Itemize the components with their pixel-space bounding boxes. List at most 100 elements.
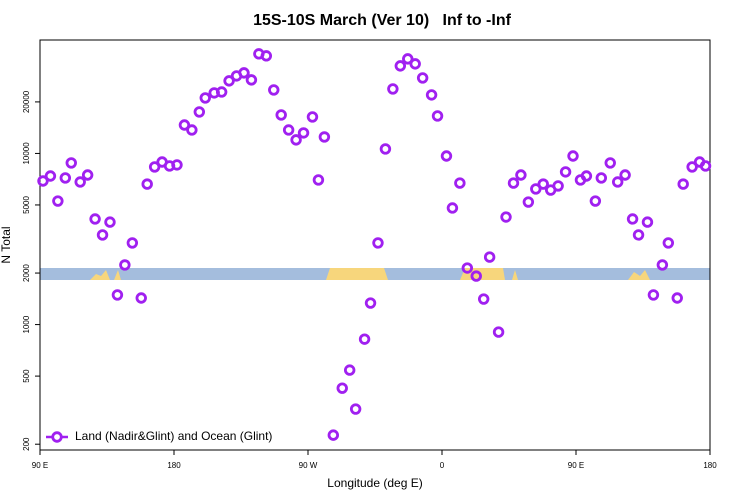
point xyxy=(515,169,527,181)
point xyxy=(656,259,669,271)
chart-title: 15S-10S March (Ver 10) Inf to -Inf xyxy=(253,12,512,29)
point xyxy=(104,216,116,228)
point xyxy=(119,259,131,271)
x-tick-label: 0 xyxy=(440,461,445,470)
point xyxy=(394,60,407,72)
point xyxy=(671,292,683,304)
point xyxy=(580,170,593,182)
point xyxy=(477,293,490,305)
point xyxy=(282,124,295,136)
x-tick-label: 90 W xyxy=(299,461,318,470)
point xyxy=(647,289,660,301)
land-patch xyxy=(114,270,121,280)
land-patch xyxy=(512,270,518,280)
x-tick-label: 180 xyxy=(167,461,181,470)
point xyxy=(59,172,72,184)
point xyxy=(446,202,459,214)
point xyxy=(595,172,608,184)
point xyxy=(402,53,414,65)
point xyxy=(537,178,549,190)
point xyxy=(52,195,64,207)
point xyxy=(470,270,482,282)
point xyxy=(290,134,302,146)
point xyxy=(96,229,109,241)
point xyxy=(626,213,639,225)
point xyxy=(65,157,77,169)
point xyxy=(336,382,348,394)
land-patch xyxy=(460,268,505,280)
point xyxy=(171,159,183,171)
land-patch xyxy=(90,270,110,280)
point xyxy=(387,83,399,95)
point xyxy=(604,157,616,169)
point xyxy=(238,67,250,79)
point xyxy=(552,180,564,192)
point xyxy=(454,177,466,189)
point xyxy=(500,211,512,223)
y-tick-label: 500 xyxy=(22,369,31,383)
point xyxy=(632,229,645,241)
y-tick-label: 1000 xyxy=(22,315,31,333)
point xyxy=(416,72,429,84)
point xyxy=(312,174,325,186)
point xyxy=(483,251,496,263)
point xyxy=(507,177,520,189)
point xyxy=(126,237,139,249)
x-axis-label: Longitude (deg E) xyxy=(327,476,422,490)
point xyxy=(440,150,453,162)
point xyxy=(662,237,675,249)
legend-label: Land (Nadir&Glint) and Ocean (Glint) xyxy=(75,429,272,443)
point xyxy=(74,176,86,188)
point xyxy=(193,106,206,118)
point xyxy=(686,161,698,173)
point xyxy=(492,326,505,338)
point xyxy=(409,58,421,70)
point xyxy=(135,292,147,304)
point xyxy=(275,109,287,121)
land-patch xyxy=(628,270,650,280)
land-patch xyxy=(326,268,388,280)
point xyxy=(81,169,94,181)
point xyxy=(318,131,331,143)
point xyxy=(530,183,542,195)
point xyxy=(619,169,631,181)
point xyxy=(260,50,273,62)
point xyxy=(559,166,572,178)
point xyxy=(223,75,235,87)
point xyxy=(372,237,384,249)
point xyxy=(44,170,57,182)
point xyxy=(379,143,392,155)
point xyxy=(522,196,535,208)
point xyxy=(111,289,124,301)
point xyxy=(297,127,310,139)
point xyxy=(567,150,579,162)
x-tick-label: 90 E xyxy=(32,461,48,470)
point xyxy=(425,89,438,101)
y-tick-label: 200 xyxy=(22,437,31,451)
y-tick-label: 5000 xyxy=(22,196,31,214)
point xyxy=(215,86,228,98)
point xyxy=(461,262,474,274)
point xyxy=(327,429,340,441)
point xyxy=(178,119,191,131)
y-axis-label: N Total xyxy=(0,226,13,263)
y-tick-label: 10000 xyxy=(22,142,31,165)
point xyxy=(306,111,319,123)
point xyxy=(89,213,101,225)
plot-frame xyxy=(39,39,711,451)
point xyxy=(343,364,356,376)
point xyxy=(268,84,280,96)
surface-mask xyxy=(40,268,710,280)
point xyxy=(611,176,624,188)
point xyxy=(148,161,161,173)
x-tick-label: 90 E xyxy=(568,461,584,470)
y-tick-label: 2000 xyxy=(22,264,31,282)
point xyxy=(37,175,49,187)
point xyxy=(199,92,211,104)
point xyxy=(245,74,258,86)
legend-marker xyxy=(51,431,63,443)
point xyxy=(364,297,377,309)
point xyxy=(186,124,198,136)
point xyxy=(699,160,712,172)
